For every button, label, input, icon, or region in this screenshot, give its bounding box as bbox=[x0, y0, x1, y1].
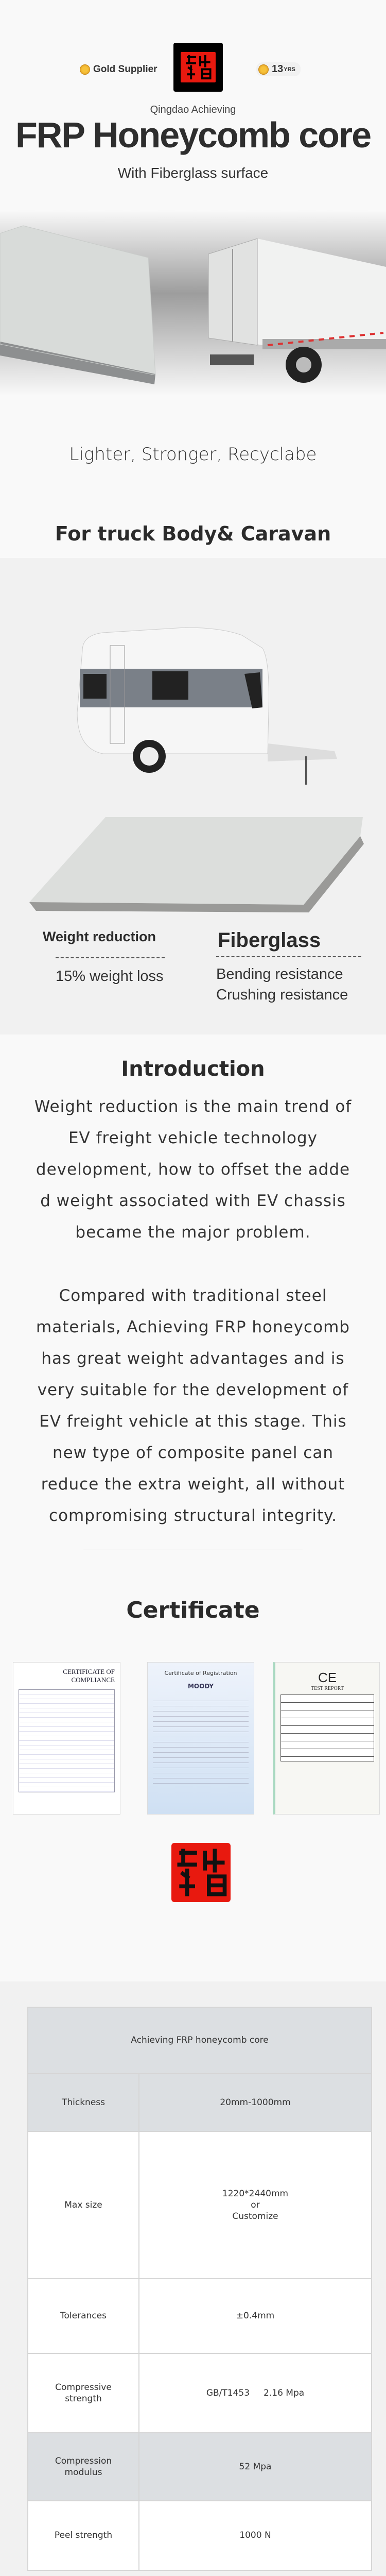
honeycomb-panel-image bbox=[0, 225, 156, 384]
row-value: 1000 N bbox=[138, 2500, 372, 2571]
page-title: FRP Honeycomb core bbox=[15, 115, 372, 155]
years-unit: YRS bbox=[284, 66, 295, 73]
company-seal bbox=[171, 1843, 231, 1902]
row-label: Compressive strength bbox=[27, 2353, 139, 2433]
row-value: ±0.4mm bbox=[138, 2278, 372, 2354]
row-label: Compression modulus bbox=[27, 2432, 139, 2501]
company-name: Qingdao Achieving bbox=[150, 104, 236, 115]
row-label: Max size bbox=[27, 2131, 139, 2279]
years-number: 13 bbox=[272, 63, 284, 75]
row-value: GB/T1453 2.16 Mpa bbox=[138, 2353, 372, 2433]
certificate-of-compliance-image[interactable]: CERTIFICATE OF COMPLIANCE bbox=[13, 1662, 120, 1815]
hero-banner bbox=[0, 210, 386, 396]
fiberglass-panel-image bbox=[29, 817, 364, 912]
years-badge: 13 YRS bbox=[256, 62, 301, 76]
hero-illustration bbox=[0, 225, 386, 384]
row-label: Thickness bbox=[27, 2073, 139, 2132]
divider bbox=[56, 957, 165, 958]
caravan-image bbox=[77, 627, 337, 785]
row-value: 20mm-1000mm bbox=[138, 2073, 372, 2132]
introduction-paragraph-1: Weight reduction is the main trend of EV… bbox=[34, 1097, 352, 1242]
medal-icon bbox=[258, 64, 269, 75]
company-logo bbox=[173, 43, 223, 92]
table-row: Max size 1220*2440mm or Customize bbox=[27, 2131, 372, 2279]
certificate-of-registration-image[interactable]: Certificate of Registration MOODY bbox=[147, 1662, 254, 1815]
gold-coin-icon bbox=[80, 64, 90, 75]
ce-test-report-image[interactable]: CE TEST REPORT bbox=[273, 1662, 380, 1815]
certificate-title: TEST REPORT bbox=[311, 1686, 344, 1691]
row-label: Tolerances bbox=[27, 2278, 139, 2354]
introduction-heading: Introduction bbox=[121, 1057, 265, 1081]
spec-table: Achieving FRP honeycomb core Thickness 20… bbox=[27, 2007, 372, 2571]
row-value: 1220*2440mm or Customize bbox=[138, 2131, 372, 2279]
page-subtitle: With Fiberglass surface bbox=[117, 165, 269, 181]
table-row: Compression modulus 52 Mpa bbox=[27, 2432, 372, 2501]
table-row: Thickness 20mm-1000mm bbox=[27, 2073, 372, 2132]
table-header-row: Achieving FRP honeycomb core bbox=[27, 2007, 372, 2074]
value-line: 1220*2440mm bbox=[222, 2188, 289, 2199]
caravan-illustration bbox=[29, 627, 364, 912]
application-heading: For truck Body& Caravan bbox=[55, 522, 331, 545]
table-row: Peel strength 1000 N bbox=[27, 2500, 372, 2571]
table-row: Compressive strength GB/T1453 2.16 Mpa bbox=[27, 2353, 372, 2433]
bending-resistance-text: Bending resistance bbox=[216, 966, 343, 982]
fiberglass-heading: Fiberglass bbox=[218, 929, 321, 952]
spec-section: Achieving FRP honeycomb core Thickness 20… bbox=[0, 1981, 386, 2576]
value-line: or bbox=[251, 2199, 260, 2210]
features-section: Weight reduction 15% weight loss Fibergl… bbox=[0, 558, 386, 1035]
table-row: Tolerances ±0.4mm bbox=[27, 2278, 372, 2354]
weight-loss-text: 15% weight loss bbox=[56, 968, 164, 985]
gold-supplier-badge: Gold Supplier bbox=[80, 64, 157, 75]
certificate-title: Certificate of Registration bbox=[164, 1670, 237, 1676]
certificate-title: CERTIFICATE OF COMPLIANCE bbox=[63, 1668, 115, 1684]
tagline: Lighter, Stronger, Recyclabe bbox=[69, 444, 317, 465]
row-label: Peel strength bbox=[27, 2500, 139, 2571]
value-line: Customize bbox=[232, 2211, 278, 2222]
certificate-heading: Certificate bbox=[126, 1597, 260, 1623]
gold-supplier-label: Gold Supplier bbox=[93, 64, 157, 75]
truck-image bbox=[208, 238, 386, 383]
divider bbox=[216, 956, 361, 957]
ce-mark: CE bbox=[318, 1670, 337, 1685]
weight-reduction-heading: Weight reduction bbox=[43, 929, 156, 944]
crushing-resistance-text: Crushing resistance bbox=[216, 987, 348, 1003]
moody-logo: MOODY bbox=[187, 1683, 214, 1690]
introduction-paragraph-2: Compared with traditional steel material… bbox=[36, 1286, 350, 1525]
table-title: Achieving FRP honeycomb core bbox=[27, 2007, 372, 2074]
row-value: 52 Mpa bbox=[138, 2432, 372, 2501]
